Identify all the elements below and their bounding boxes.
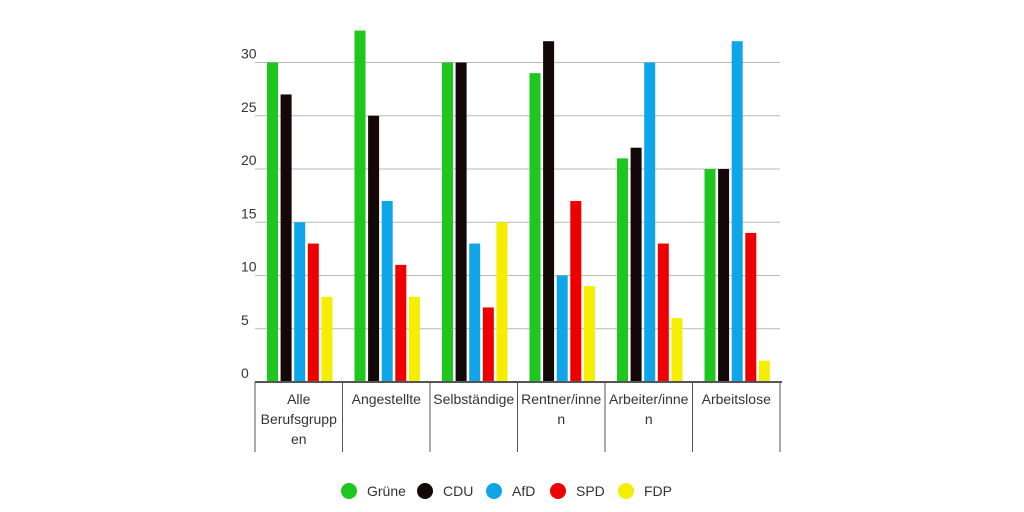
x-category-label: Angestellte [352,391,421,407]
y-tick-label: 5 [241,312,249,328]
x-category-label: Selbständige [433,391,514,407]
gridlines [255,62,780,330]
bar-spd-5 [745,232,757,382]
legend-item-grne: Grüne [341,483,406,499]
bar-spd-2 [482,307,494,382]
bar-fdp-1 [408,296,420,382]
legend-swatch [550,483,566,499]
x-axis [254,381,782,452]
legend-swatch [618,483,634,499]
legend-label: FDP [644,483,672,499]
legend-swatch [417,483,433,499]
y-axis-ticks: 0 5 10 15 20 25 30 [241,46,257,382]
bar-fdp-0 [321,296,333,382]
bars [267,30,770,383]
bar-grne-0 [267,62,278,382]
bar-afd-4 [644,62,656,382]
legend-label: AfD [512,483,535,499]
bar-spd-4 [657,243,669,382]
legend-swatch [486,483,502,499]
bar-fdp-4 [671,318,683,382]
bar-spd-3 [570,200,582,382]
y-tick-label: 30 [241,46,257,62]
x-category-label: Arbeitslose [702,391,771,407]
bar-cdu-0 [280,94,292,382]
bar-afd-2 [469,243,481,382]
bar-cdu-5 [718,169,730,382]
legend: Grüne CDU AfD SPD FDP [341,483,672,499]
legend-item-cdu: CDU [417,483,473,499]
y-tick-label: 20 [241,152,257,168]
bar-grne-4 [617,158,628,382]
bar-cdu-1 [368,115,380,382]
x-category-label: en [291,431,307,447]
bar-cdu-4 [630,147,642,382]
y-tick-label: 25 [241,99,257,115]
legend-item-fdp: FDP [618,483,672,499]
bar-fdp-3 [583,286,595,382]
x-category-label: Arbeiter/inne [609,391,689,407]
bar-grne-3 [529,73,541,383]
bar-afd-0 [294,222,306,382]
bar-grne-2 [442,62,453,382]
x-category-label: n [645,411,653,427]
y-tick-label: 15 [241,205,257,221]
bar-afd-1 [381,200,393,382]
x-axis-categories: Alle Berufsgrupp en Angestellte Selbständige… [261,391,771,447]
legend-swatch [341,483,357,499]
legend-label: SPD [576,483,605,499]
legend-label: CDU [443,483,473,499]
y-tick-label: 10 [241,259,257,275]
bar-afd-5 [731,41,743,382]
bar-afd-3 [556,275,568,382]
x-category-label: n [557,411,565,427]
bar-fdp-5 [758,360,770,382]
bar-fdp-2 [496,222,508,382]
bar-spd-1 [395,264,407,382]
bar-grne-5 [704,169,716,382]
y-tick-label: 0 [241,365,249,381]
bar-grne-1 [354,30,366,383]
bar-cdu-3 [543,41,555,382]
legend-item-afd: AfD [486,483,535,499]
bar-cdu-2 [455,62,467,382]
x-category-label: Berufsgrupp [261,411,337,427]
legend-item-spd: SPD [550,483,605,499]
legend-label: Grüne [367,483,406,499]
bar-spd-0 [307,243,319,382]
x-category-label: Rentner/inne [521,391,601,407]
x-category-label: Alle [287,391,311,407]
